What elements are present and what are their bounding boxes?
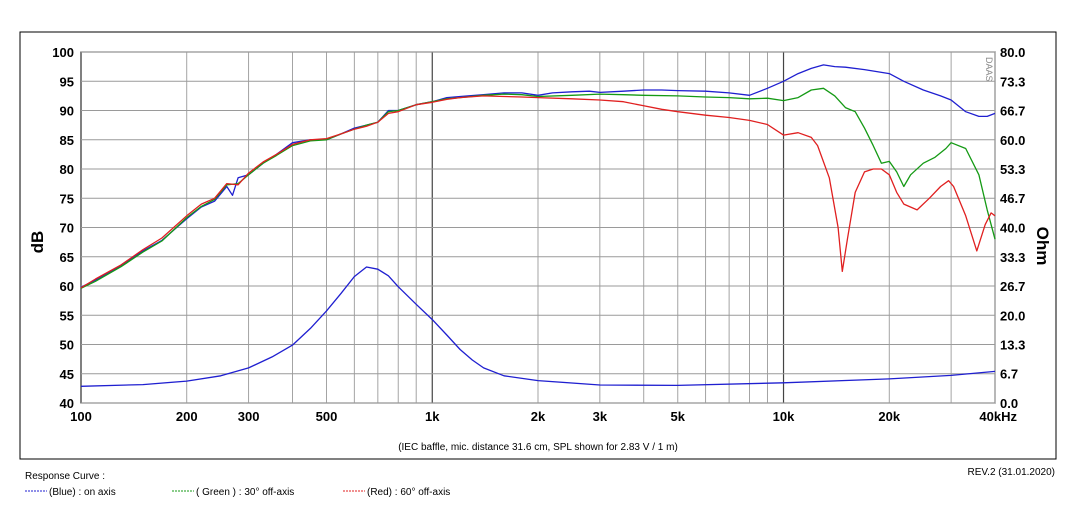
x-axis-ticks: 100 200 300 500 1k 2k 3k 5k 10k 20k 40kHz xyxy=(70,409,1017,424)
series-line-3 xyxy=(80,266,996,387)
series-line-2 xyxy=(80,95,996,289)
right-axis-title: Ohm xyxy=(1033,227,1052,266)
x-tick-label: 10k xyxy=(773,409,795,424)
series-lines xyxy=(80,64,996,387)
right-tick-label: 46.7 xyxy=(1000,191,1025,206)
revision-label: REV.2 (31.01.2020) xyxy=(968,467,1055,478)
x-tick-label: 40kHz xyxy=(979,409,1017,424)
measurement-note: (IEC baffle, mic. distance 31.6 cm, SPL … xyxy=(398,442,678,453)
watermark-logo: DAAS xyxy=(984,57,994,82)
left-tick-label: 40 xyxy=(60,396,74,411)
right-tick-label: 6.7 xyxy=(1000,367,1018,382)
x-tick-label: 3k xyxy=(593,409,608,424)
left-tick-label: 85 xyxy=(60,133,74,148)
left-tick-label: 80 xyxy=(60,162,74,177)
left-tick-label: 100 xyxy=(52,45,74,60)
right-tick-label: 40.0 xyxy=(1000,221,1025,236)
left-axis-title: dB xyxy=(28,231,47,254)
x-tick-label: 500 xyxy=(316,409,338,424)
right-tick-label: 80.0 xyxy=(1000,45,1025,60)
right-axis-ticks: 80.0 73.3 66.7 60.0 53.3 46.7 40.0 33.3 26.7 20.0… xyxy=(1000,45,1025,411)
legend-title: Response Curve : xyxy=(25,471,105,482)
x-tick-label: 200 xyxy=(176,409,198,424)
right-tick-label: 60.0 xyxy=(1000,133,1025,148)
legend: (Blue) : on axis ( Green ) : 30° off-axis… xyxy=(25,487,450,498)
left-tick-label: 45 xyxy=(60,367,74,382)
x-tick-label: 20k xyxy=(878,409,900,424)
left-tick-label: 70 xyxy=(60,221,74,236)
right-tick-label: 20.0 xyxy=(1000,308,1025,323)
left-tick-label: 75 xyxy=(60,191,74,206)
left-tick-label: 60 xyxy=(60,279,74,294)
x-tick-label: 5k xyxy=(671,409,686,424)
legend-entry: (Blue) : on axis xyxy=(49,487,116,498)
left-tick-label: 55 xyxy=(60,308,74,323)
left-axis-ticks: 100 95 90 85 80 75 70 65 60 55 50 45 40 xyxy=(52,45,74,411)
legend-entry: ( Green ) : 30° off-axis xyxy=(196,487,294,498)
left-tick-label: 50 xyxy=(60,338,74,353)
right-tick-label: 26.7 xyxy=(1000,279,1025,294)
x-tick-label: 300 xyxy=(238,409,260,424)
right-tick-label: 66.7 xyxy=(1000,103,1025,118)
right-tick-label: 73.3 xyxy=(1000,74,1025,89)
x-tick-label: 100 xyxy=(70,409,92,424)
left-tick-label: 95 xyxy=(60,74,74,89)
right-tick-label: 33.3 xyxy=(1000,250,1025,265)
right-tick-label: 53.3 xyxy=(1000,162,1025,177)
left-tick-label: 90 xyxy=(60,104,74,119)
right-tick-label: 0.0 xyxy=(1000,396,1018,411)
x-tick-label: 1k xyxy=(425,409,440,424)
legend-entry: (Red) : 60° off-axis xyxy=(367,487,450,498)
x-tick-label: 2k xyxy=(531,409,546,424)
right-tick-label: 13.3 xyxy=(1000,338,1025,353)
left-tick-label: 65 xyxy=(60,250,74,265)
series-line-1 xyxy=(80,87,996,289)
